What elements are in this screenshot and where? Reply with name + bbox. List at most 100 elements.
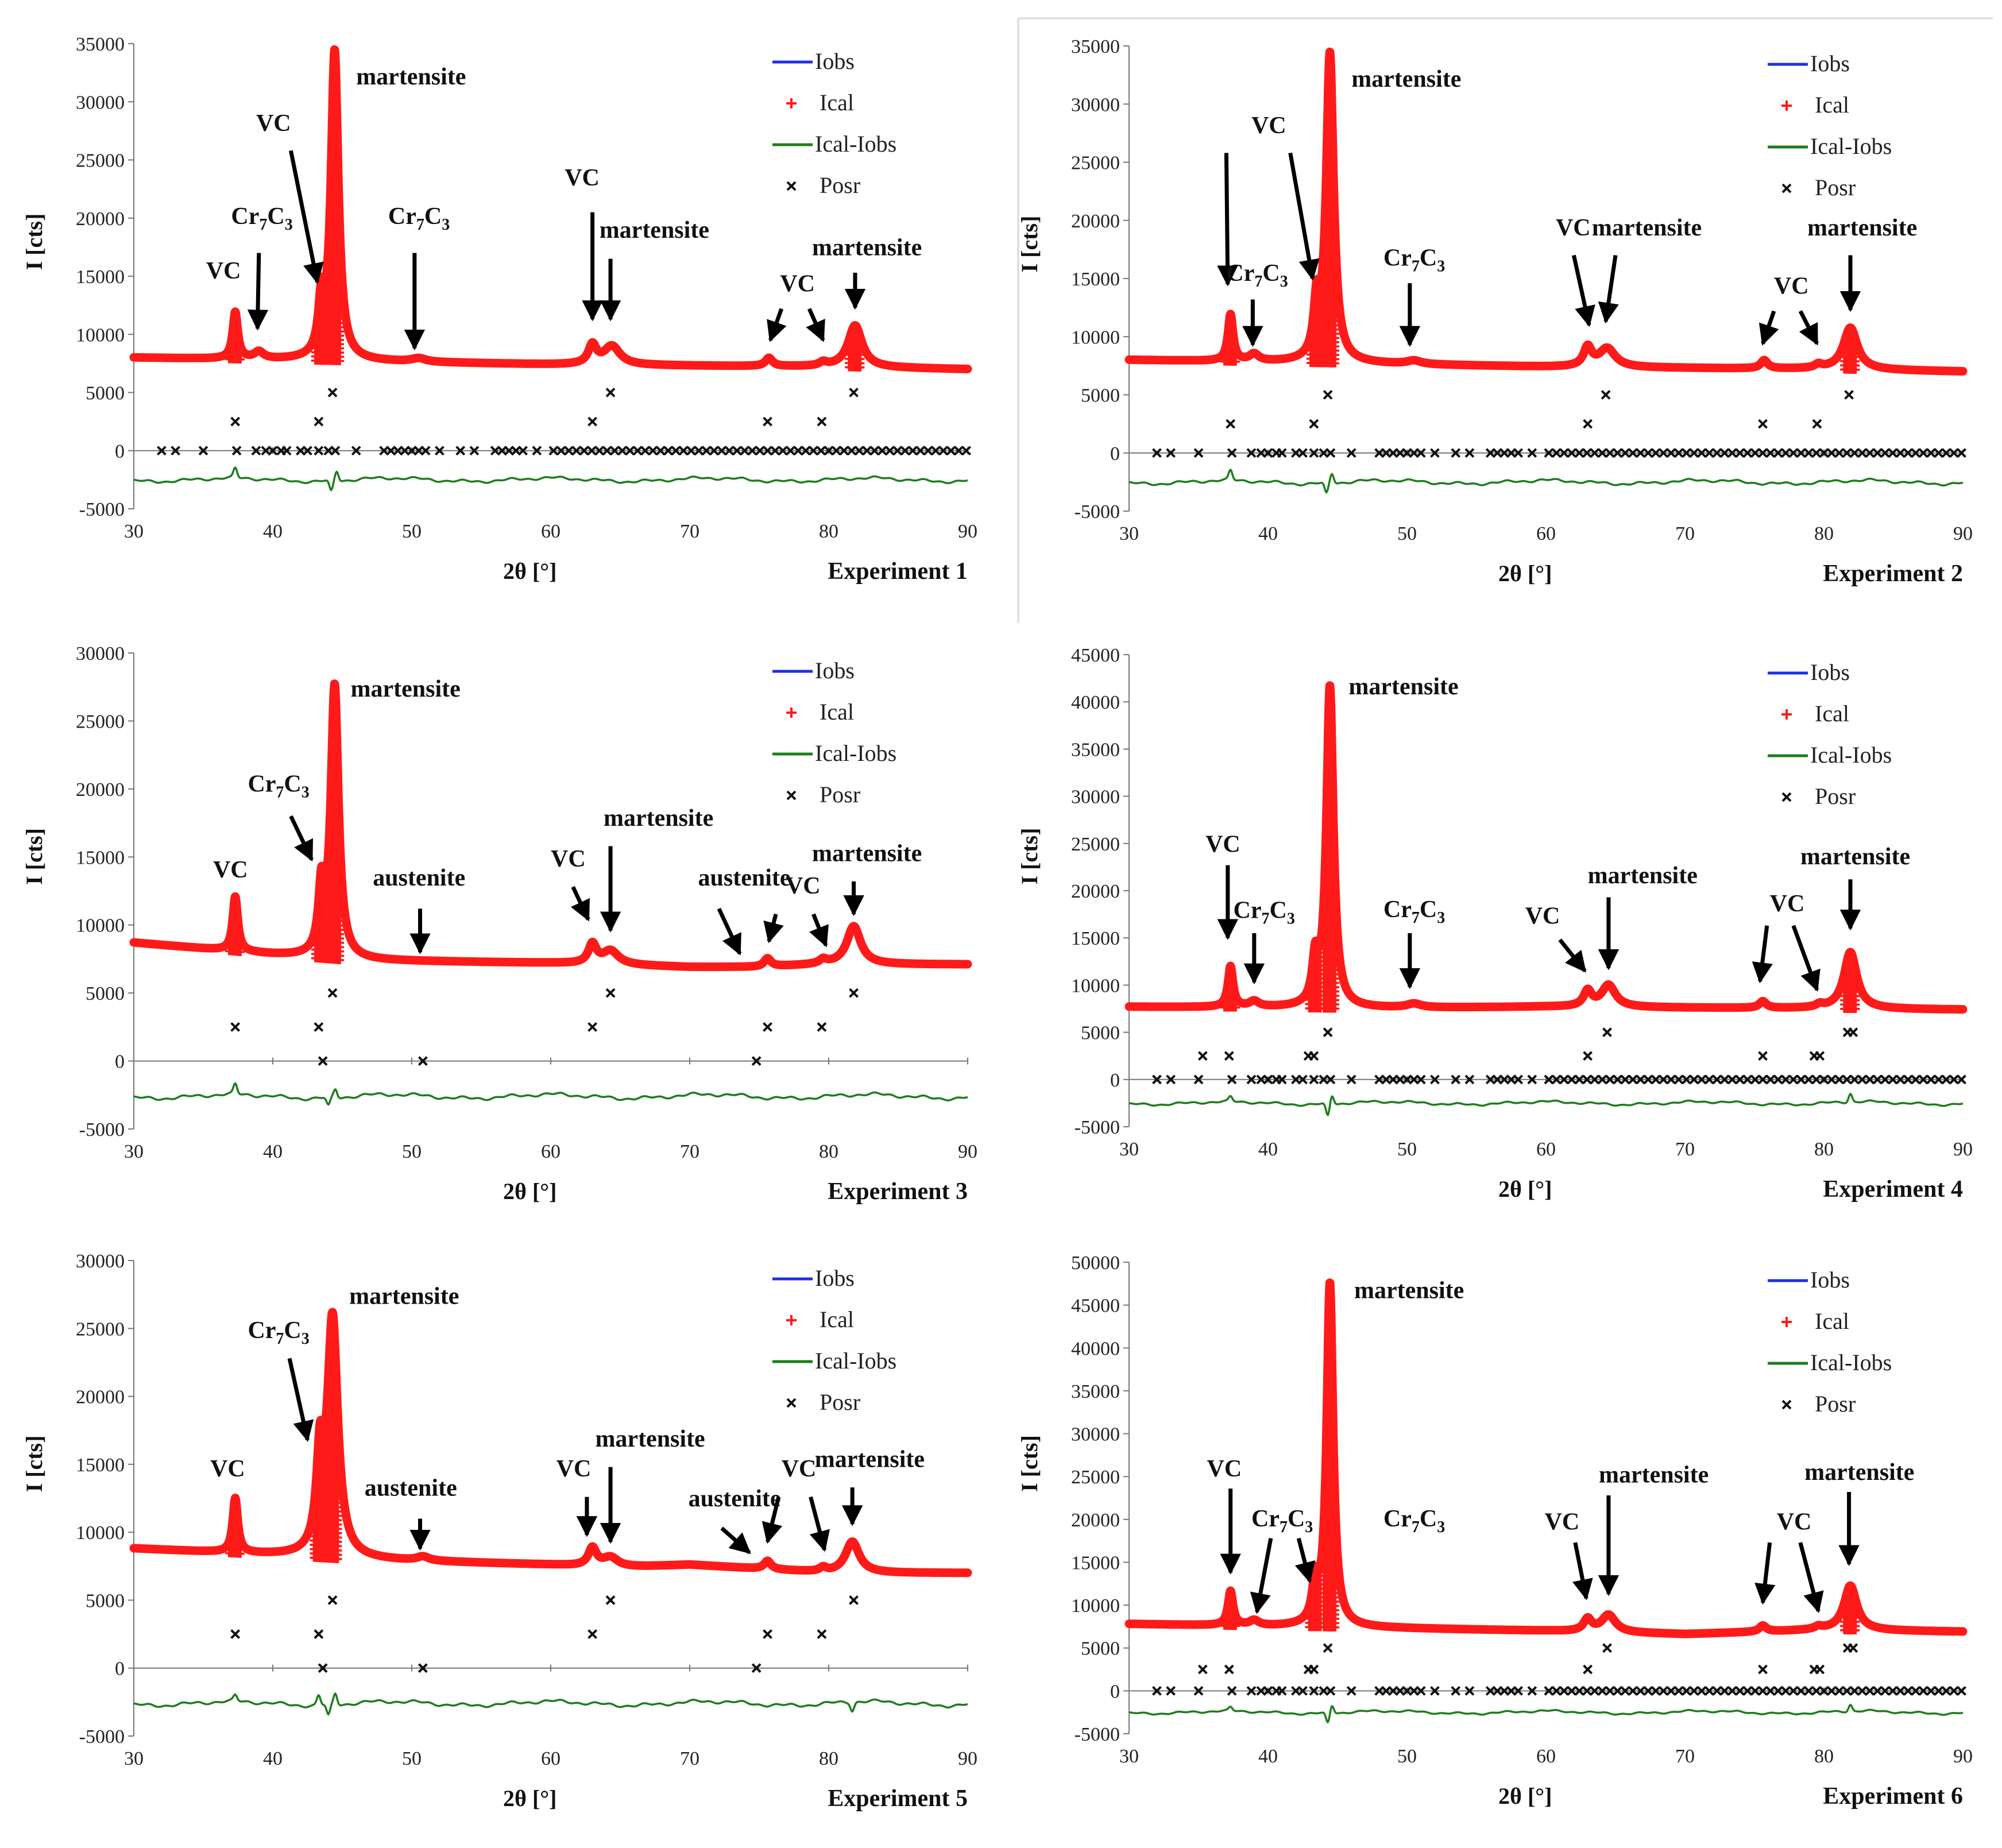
y-tick-label: 20000 [1071, 211, 1120, 232]
series-ical [129, 679, 972, 971]
posr-marker [1323, 390, 1333, 400]
annotation-arrow [763, 913, 784, 944]
annotation-arrow [806, 308, 825, 342]
ical-marker [234, 330, 242, 338]
annotation-arrow [1598, 254, 1619, 324]
posr-marker [1309, 419, 1319, 429]
x-tick-label: 80 [1814, 1139, 1834, 1160]
y-axis-title: I [cts] [21, 828, 47, 885]
y-tick-label: 25000 [76, 711, 125, 732]
legend-item-posr: Posr [786, 782, 860, 807]
y-tick-label: -5000 [79, 499, 125, 520]
legend-label: Ical-Iobs [1810, 133, 1892, 159]
y-tick-label: 20000 [76, 779, 125, 801]
posr-marker [605, 988, 616, 998]
series-ical-iobs [133, 466, 968, 492]
legend-swatch-cross [786, 181, 797, 191]
x-tick-label: 60 [541, 521, 561, 542]
annotation-arrow [1288, 152, 1320, 281]
ical-marker [331, 48, 339, 57]
y-tick-label: 15000 [76, 847, 125, 868]
annotation-arrow [717, 907, 742, 956]
x-tick-label: 80 [1814, 523, 1834, 544]
annotation-label: VC [551, 846, 586, 872]
y-tick-label: -5000 [1075, 1117, 1120, 1138]
legend: Iobs Ical Ical-Iobs Posr [1768, 51, 1892, 200]
legend-item-ical: Ical [786, 699, 854, 725]
ical-marker [333, 103, 341, 111]
annotation-label: martensite [1807, 215, 1917, 241]
legend-item-diff: Ical-Iobs [1768, 133, 1892, 159]
annotation-label: VC [206, 258, 241, 284]
annotation-label: martensite [351, 676, 461, 702]
legend-label: Posr [820, 172, 860, 198]
legend-swatch-cross [786, 790, 797, 801]
legend-label: Ical-Iobs [815, 131, 896, 157]
y-tick-label: 30000 [1071, 787, 1120, 808]
legend-label: Ical [820, 90, 854, 115]
y-tick-label: 15000 [1071, 269, 1120, 290]
annotation-label: VC [565, 165, 600, 191]
ical-marker [237, 347, 245, 355]
legend-item-ical: Ical [1781, 92, 1849, 118]
x-tick-label: 90 [958, 521, 977, 542]
posr-markers [230, 988, 859, 1066]
annotation-arrow [809, 913, 829, 948]
posr-marker [327, 388, 338, 397]
ical-marker [231, 308, 240, 317]
legend-item-diff: Ical-Iobs [772, 740, 896, 766]
legend-label: Iobs [1810, 51, 1850, 76]
posr-marker [763, 416, 772, 427]
x-tick-label: 80 [819, 521, 838, 542]
series-ical-iobs [133, 1082, 968, 1106]
annotation-label: Cr7C3 [231, 203, 292, 234]
y-tick-label: 5000 [1081, 385, 1120, 407]
annotation-arrow [289, 150, 324, 284]
annotation-arrow [767, 308, 787, 342]
y-tick-label: 10000 [1071, 327, 1120, 348]
x-tick-label: 60 [1536, 1139, 1556, 1160]
x-tick-label: 40 [1258, 523, 1278, 544]
annotation-label: VC [256, 110, 291, 137]
y-tick-label: 20000 [1071, 881, 1120, 902]
x-tick-label: 40 [1258, 1139, 1278, 1160]
x-tick-label: 50 [1397, 523, 1417, 544]
posr-marker [314, 1022, 324, 1032]
series-ical [129, 45, 972, 373]
y-tick-label: 0 [1110, 443, 1120, 465]
y-tick-label: 10000 [76, 915, 125, 937]
x-tick-label: 60 [541, 1141, 561, 1162]
annotation-arrow [1758, 310, 1779, 346]
annotation-arrow [289, 815, 314, 862]
series-ical-iobs [1129, 1092, 1964, 1117]
annotation-label: VC [786, 873, 821, 899]
posr-marker [1583, 419, 1593, 429]
legend-swatch-plus [786, 708, 797, 718]
posr-marker [1844, 390, 1854, 400]
x-axis-title: 2θ [°] [503, 558, 557, 584]
posr-marker [588, 1022, 598, 1032]
y-tick-label: 40000 [1071, 692, 1120, 713]
x-tick-label: 30 [124, 1141, 144, 1162]
x-tick-label: 70 [1675, 523, 1695, 544]
series-ical-iobs [1128, 468, 1964, 494]
annotation-arrow [570, 886, 590, 922]
annotation-label: Cr7C3 [1383, 245, 1445, 276]
legend-label: Posr [820, 782, 860, 807]
y-tick-label: 10000 [1071, 975, 1120, 996]
legend-swatch-plus [1781, 100, 1792, 111]
x-axis-title: 2θ [°] [1498, 560, 1552, 586]
x-tick-label: 30 [1119, 1139, 1139, 1160]
legend-item-ical: Ical [786, 90, 854, 115]
x-tick-label: 70 [1675, 1139, 1695, 1160]
posr-marker [849, 388, 859, 397]
ical-marker [331, 69, 340, 78]
legend-item-posr: Posr [1781, 175, 1856, 200]
posr-marker [1226, 419, 1236, 429]
annotation-label: Cr7C3 [1226, 260, 1288, 291]
y-tick-label: 5000 [1081, 1023, 1120, 1044]
annotation-arrow [1571, 254, 1595, 327]
x-tick-label: 50 [1397, 1139, 1417, 1160]
